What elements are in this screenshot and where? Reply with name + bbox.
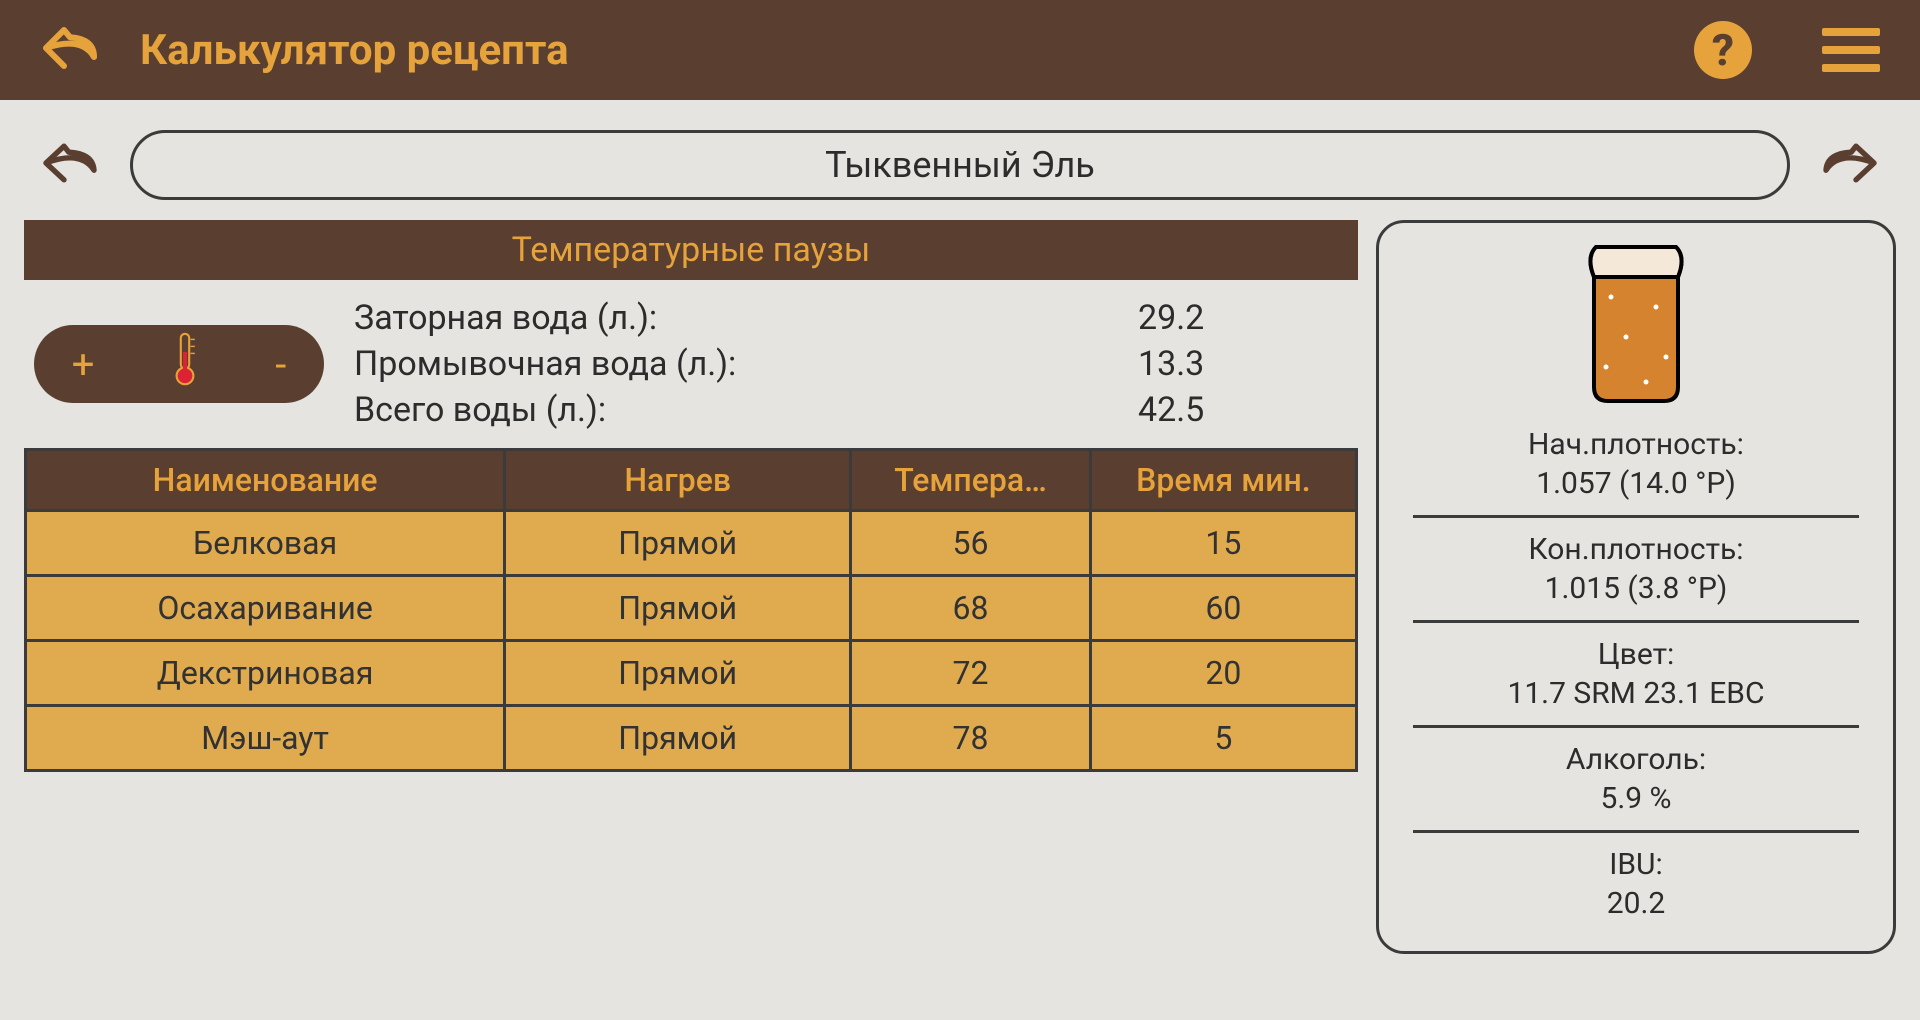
water-label: Промывочная вода (л.): xyxy=(354,344,1138,384)
divider xyxy=(1413,830,1859,833)
stat-value: 5.9 % xyxy=(1405,781,1867,816)
help-button[interactable]: ? xyxy=(1694,21,1752,79)
top-bar: Калькулятор рецепта ? xyxy=(0,0,1920,100)
table-row[interactable]: БелковаяПрямой5615 xyxy=(26,511,1357,576)
temp-plus-button[interactable]: + xyxy=(72,341,95,388)
divider xyxy=(1413,725,1859,728)
back-arrow-icon[interactable] xyxy=(40,18,100,82)
stat-value: 20.2 xyxy=(1405,886,1867,921)
recipe-name-text: Тыквенный Эль xyxy=(825,144,1095,186)
left-panel: Температурные паузы + - Заторна xyxy=(24,220,1358,954)
content-area: Температурные паузы + - Заторна xyxy=(0,220,1920,954)
help-icon: ? xyxy=(1712,24,1734,76)
divider xyxy=(1413,620,1859,623)
table-row[interactable]: Мэш-аутПрямой785 xyxy=(26,706,1357,771)
table-cell: Мэш-аут xyxy=(26,706,505,771)
stat-value: 1.015 (3.8 °P) xyxy=(1405,571,1867,606)
table-cell: Декстриновая xyxy=(26,641,505,706)
water-value: 13.3 xyxy=(1138,344,1358,384)
stat-block: Алкоголь: 5.9 % xyxy=(1399,734,1873,824)
table-header: Время мин. xyxy=(1090,450,1356,511)
menu-button[interactable] xyxy=(1822,28,1880,72)
stat-value: 1.057 (14.0 °P) xyxy=(1405,466,1867,501)
water-value: 29.2 xyxy=(1138,298,1358,338)
next-recipe-arrow-icon[interactable] xyxy=(1820,138,1880,192)
water-label: Всего воды (л.): xyxy=(354,390,1138,430)
table-header-row: Наименование Нагрев Темпера… Время мин. xyxy=(26,450,1357,511)
table-cell: Прямой xyxy=(505,641,851,706)
stat-label: IBU: xyxy=(1405,847,1867,882)
table-cell: Белковая xyxy=(26,511,505,576)
water-block: + - Заторная вода (л.): 29.2 Промыво xyxy=(24,280,1358,448)
recipe-nav-row: Тыквенный Эль xyxy=(0,100,1920,220)
stat-label: Алкоголь: xyxy=(1405,742,1867,777)
stat-block: Нач.плотность: 1.057 (14.0 °P) xyxy=(1399,419,1873,509)
table-header: Темпера… xyxy=(851,450,1091,511)
table-cell: Прямой xyxy=(505,576,851,641)
table-cell: 20 xyxy=(1090,641,1356,706)
stats-panel: Нач.плотность: 1.057 (14.0 °P) Кон.плотнос… xyxy=(1376,220,1896,954)
table-cell: 5 xyxy=(1090,706,1356,771)
water-value: 42.5 xyxy=(1138,390,1358,430)
prev-recipe-arrow-icon[interactable] xyxy=(40,138,100,192)
table-cell: 60 xyxy=(1090,576,1356,641)
table-cell: 56 xyxy=(851,511,1091,576)
table-row[interactable]: ОсахариваниеПрямой6860 xyxy=(26,576,1357,641)
stat-label: Кон.плотность: xyxy=(1405,532,1867,567)
table-row[interactable]: ДекстриноваяПрямой7220 xyxy=(26,641,1357,706)
table-cell: 68 xyxy=(851,576,1091,641)
stat-label: Нач.плотность: xyxy=(1405,427,1867,462)
menu-bar-icon xyxy=(1822,46,1880,54)
page-title: Калькулятор рецепта xyxy=(140,26,1654,75)
menu-bar-icon xyxy=(1822,28,1880,36)
temp-control-pill: + - xyxy=(34,325,324,403)
table-cell: 72 xyxy=(851,641,1091,706)
beer-glass-icon xyxy=(1399,237,1873,411)
table-cell: 15 xyxy=(1090,511,1356,576)
stat-block: Кон.плотность: 1.015 (3.8 °P) xyxy=(1399,524,1873,614)
table-header: Наименование xyxy=(26,450,505,511)
water-values-grid: Заторная вода (л.): 29.2 Промывочная вод… xyxy=(354,298,1358,430)
stat-block: Цвет: 11.7 SRM 23.1 EBC xyxy=(1399,629,1873,719)
table-cell: 78 xyxy=(851,706,1091,771)
water-label: Заторная вода (л.): xyxy=(354,298,1138,338)
table-header: Нагрев xyxy=(505,450,851,511)
menu-bar-icon xyxy=(1822,64,1880,72)
stat-label: Цвет: xyxy=(1405,637,1867,672)
table-cell: Осахаривание xyxy=(26,576,505,641)
table-cell: Прямой xyxy=(505,511,851,576)
temp-minus-button[interactable]: - xyxy=(275,341,286,388)
pauses-table: Наименование Нагрев Темпера… Время мин. … xyxy=(24,448,1358,772)
section-header: Температурные паузы xyxy=(24,220,1358,280)
stat-value: 11.7 SRM 23.1 EBC xyxy=(1405,676,1867,711)
divider xyxy=(1413,515,1859,518)
thermometer-icon xyxy=(170,331,200,397)
table-cell: Прямой xyxy=(505,706,851,771)
stat-block: IBU: 20.2 xyxy=(1399,839,1873,929)
recipe-name-input[interactable]: Тыквенный Эль xyxy=(130,130,1790,200)
